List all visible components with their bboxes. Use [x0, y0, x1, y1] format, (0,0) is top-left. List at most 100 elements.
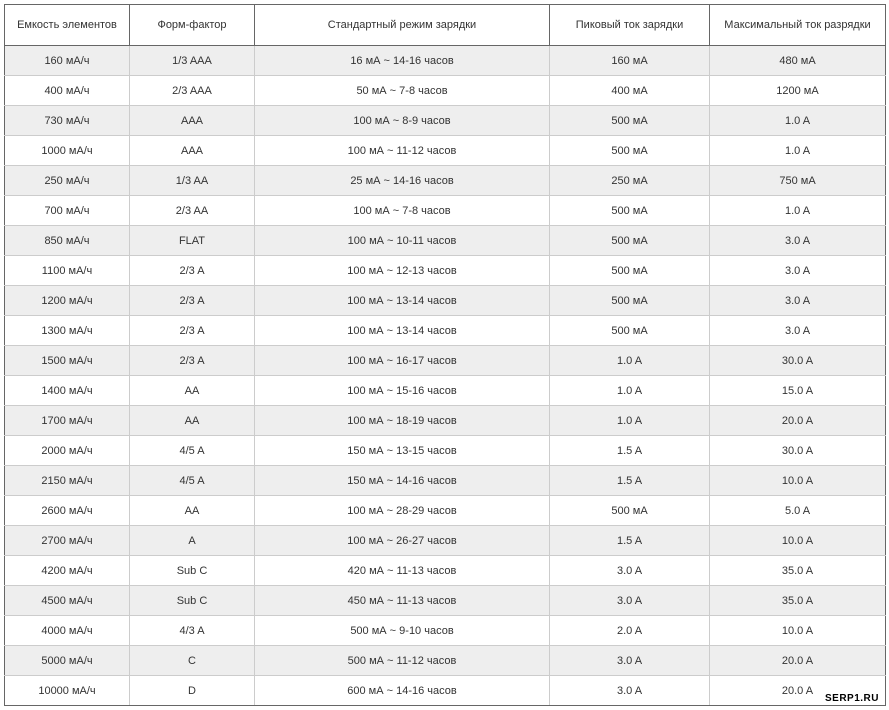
- table-container: Емкость элементовФорм-факторСтандартный …: [4, 4, 885, 706]
- cell: 20.0 A: [710, 646, 886, 676]
- cell: 500 мА ~ 11-12 часов: [255, 646, 550, 676]
- cell: A: [130, 526, 255, 556]
- cell: 250 мА/ч: [5, 166, 130, 196]
- cell: 20.0 A: [710, 406, 886, 436]
- col-header: Стандартный режим зарядки: [255, 5, 550, 46]
- cell: 2/3 AA: [130, 196, 255, 226]
- cell: 3.0 A: [710, 316, 886, 346]
- cell: 3.0 A: [550, 676, 710, 706]
- cell: 750 мА: [710, 166, 886, 196]
- table-row: 2150 мА/ч4/5 A150 мА ~ 14-16 часов1.5 A1…: [5, 466, 886, 496]
- cell: 100 мА ~ 10-11 часов: [255, 226, 550, 256]
- cell: 5000 мА/ч: [5, 646, 130, 676]
- cell: D: [130, 676, 255, 706]
- cell: 30.0 A: [710, 436, 886, 466]
- cell: 15.0 A: [710, 376, 886, 406]
- cell: 2/3 A: [130, 316, 255, 346]
- cell: 400 мА/ч: [5, 76, 130, 106]
- cell: 10.0 A: [710, 526, 886, 556]
- cell: 35.0 A: [710, 556, 886, 586]
- cell: 4000 мА/ч: [5, 616, 130, 646]
- cell: 150 мА ~ 13-15 часов: [255, 436, 550, 466]
- cell: 1.0 A: [710, 136, 886, 166]
- cell: 4/3 A: [130, 616, 255, 646]
- table-row: 1300 мА/ч2/3 A100 мА ~ 13-14 часов500 мА…: [5, 316, 886, 346]
- table-row: 2600 мА/чAA100 мА ~ 28-29 часов500 мА5.0…: [5, 496, 886, 526]
- cell: 30.0 A: [710, 346, 886, 376]
- cell: 1500 мА/ч: [5, 346, 130, 376]
- cell: 16 мА ~ 14-16 часов: [255, 46, 550, 76]
- table-row: 4500 мА/чSub C450 мА ~ 11-13 часов3.0 A3…: [5, 586, 886, 616]
- cell: 100 мА ~ 13-14 часов: [255, 286, 550, 316]
- cell: 50 мА ~ 7-8 часов: [255, 76, 550, 106]
- battery-spec-table: Емкость элементовФорм-факторСтандартный …: [4, 4, 886, 706]
- cell: 450 мА ~ 11-13 часов: [255, 586, 550, 616]
- table-row: 400 мА/ч2/3 AAA50 мА ~ 7-8 часов400 мА12…: [5, 76, 886, 106]
- header-row: Емкость элементовФорм-факторСтандартный …: [5, 5, 886, 46]
- cell: 150 мА ~ 14-16 часов: [255, 466, 550, 496]
- cell: 1000 мА/ч: [5, 136, 130, 166]
- cell: C: [130, 646, 255, 676]
- table-row: 250 мА/ч1/3 AA25 мА ~ 14-16 часов250 мА7…: [5, 166, 886, 196]
- cell: 500 мА: [550, 196, 710, 226]
- cell: 500 мА: [550, 316, 710, 346]
- cell: 10.0 A: [710, 466, 886, 496]
- cell: 600 мА ~ 14-16 часов: [255, 676, 550, 706]
- table-row: 160 мА/ч1/3 AAA16 мА ~ 14-16 часов160 мА…: [5, 46, 886, 76]
- cell: 160 мА/ч: [5, 46, 130, 76]
- cell: 2.0 A: [550, 616, 710, 646]
- table-row: 1400 мА/чAA100 мА ~ 15-16 часов1.0 A15.0…: [5, 376, 886, 406]
- cell: 2150 мА/ч: [5, 466, 130, 496]
- table-row: 1100 мА/ч2/3 A100 мА ~ 12-13 часов500 мА…: [5, 256, 886, 286]
- cell: 4200 мА/ч: [5, 556, 130, 586]
- cell: 1/3 AA: [130, 166, 255, 196]
- cell: 25 мА ~ 14-16 часов: [255, 166, 550, 196]
- cell: 1.0 A: [550, 376, 710, 406]
- cell: 1.5 A: [550, 436, 710, 466]
- table-row: 700 мА/ч2/3 AA100 мА ~ 7-8 часов500 мА1.…: [5, 196, 886, 226]
- table-row: 1200 мА/ч2/3 A100 мА ~ 13-14 часов500 мА…: [5, 286, 886, 316]
- cell: 1100 мА/ч: [5, 256, 130, 286]
- cell: 730 мА/ч: [5, 106, 130, 136]
- cell: 700 мА/ч: [5, 196, 130, 226]
- cell: 400 мА: [550, 76, 710, 106]
- cell: 4/5 A: [130, 436, 255, 466]
- cell: 1/3 AAA: [130, 46, 255, 76]
- col-header: Максимальный ток разрядки: [710, 5, 886, 46]
- cell: 100 мА ~ 8-9 часов: [255, 106, 550, 136]
- watermark: SERP1.RU: [825, 693, 879, 704]
- table-row: 2700 мА/чA100 мА ~ 26-27 часов1.5 A10.0 …: [5, 526, 886, 556]
- cell: 2600 мА/ч: [5, 496, 130, 526]
- table-row: 730 мА/чAAA100 мА ~ 8-9 часов500 мА1.0 A: [5, 106, 886, 136]
- cell: 4500 мА/ч: [5, 586, 130, 616]
- table-row: 1000 мА/чAAA100 мА ~ 11-12 часов500 мА1.…: [5, 136, 886, 166]
- cell: 100 мА ~ 16-17 часов: [255, 346, 550, 376]
- cell: 3.0 A: [550, 586, 710, 616]
- table-row: 850 мА/чFLAT100 мА ~ 10-11 часов500 мА3.…: [5, 226, 886, 256]
- cell: 500 мА: [550, 106, 710, 136]
- cell: 250 мА: [550, 166, 710, 196]
- col-header: Емкость элементов: [5, 5, 130, 46]
- cell: 1300 мА/ч: [5, 316, 130, 346]
- col-header: Пиковый ток зарядки: [550, 5, 710, 46]
- cell: 850 мА/ч: [5, 226, 130, 256]
- cell: 2/3 A: [130, 346, 255, 376]
- table-row: 1500 мА/ч2/3 A100 мА ~ 16-17 часов1.0 A3…: [5, 346, 886, 376]
- cell: AA: [130, 406, 255, 436]
- cell: 100 мА ~ 15-16 часов: [255, 376, 550, 406]
- cell: 420 мА ~ 11-13 часов: [255, 556, 550, 586]
- table-row: 10000 мА/чD600 мА ~ 14-16 часов3.0 A20.0…: [5, 676, 886, 706]
- cell: 3.0 A: [550, 646, 710, 676]
- cell: 100 мА ~ 28-29 часов: [255, 496, 550, 526]
- cell: 100 мА ~ 7-8 часов: [255, 196, 550, 226]
- cell: 100 мА ~ 13-14 часов: [255, 316, 550, 346]
- cell: 1.5 A: [550, 526, 710, 556]
- cell: AA: [130, 496, 255, 526]
- cell: 3.0 A: [550, 556, 710, 586]
- cell: 2/3 AAA: [130, 76, 255, 106]
- cell: 1.0 A: [710, 106, 886, 136]
- cell: 1.0 A: [710, 196, 886, 226]
- cell: 500 мА: [550, 226, 710, 256]
- cell: 1700 мА/ч: [5, 406, 130, 436]
- cell: 4/5 A: [130, 466, 255, 496]
